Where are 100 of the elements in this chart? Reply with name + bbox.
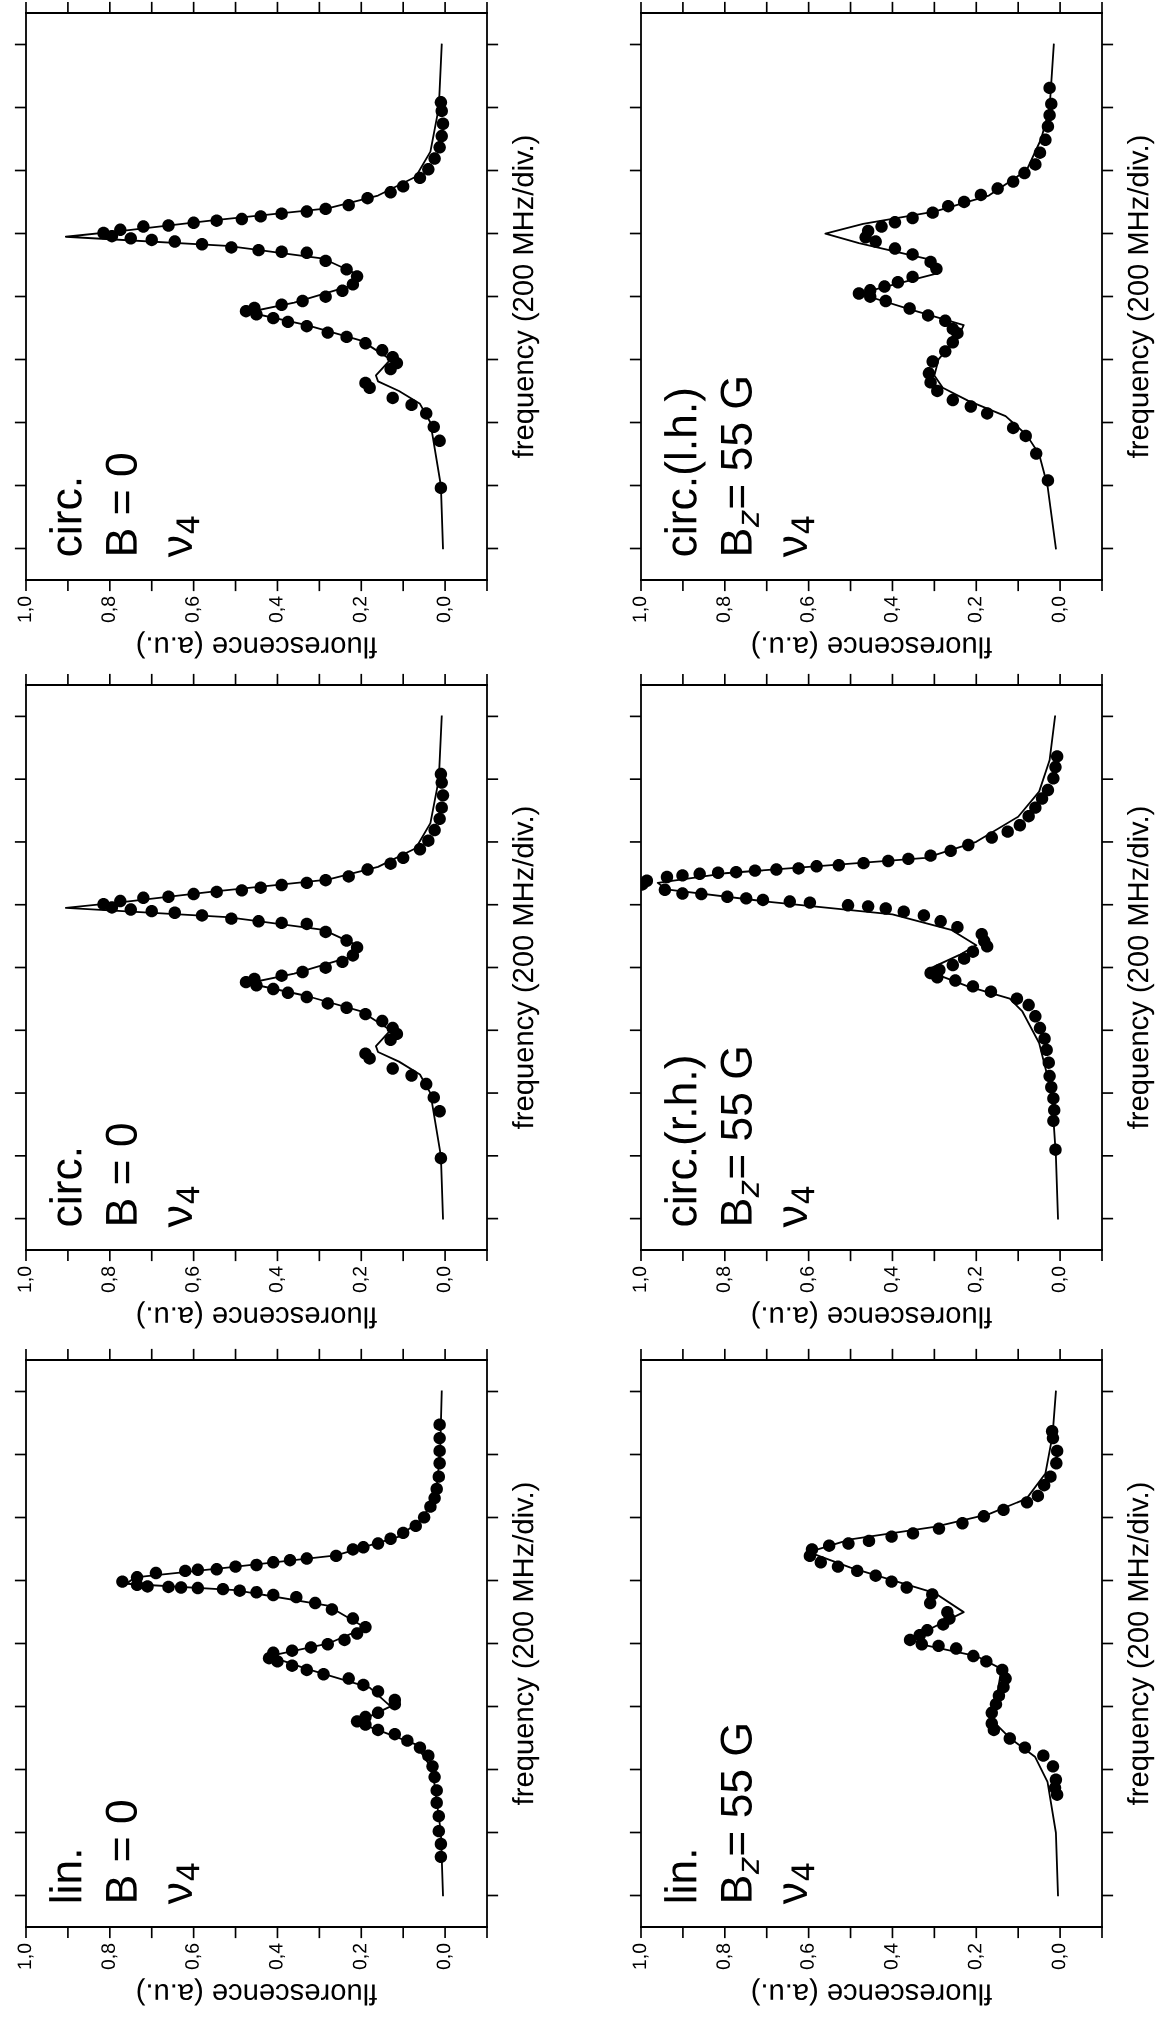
annotation: B = 0	[105, 1124, 138, 1224]
x-tick-label: 0,0	[1051, 1266, 1068, 1293]
x-axis-title: fluorescence (a.u.)	[752, 631, 992, 659]
point	[957, 195, 971, 209]
x-tick-label: 0,0	[1051, 1943, 1068, 1970]
annotation: ν$_{4}$	[168, 1863, 200, 1905]
point	[1045, 97, 1058, 111]
point	[946, 322, 960, 336]
point	[996, 1663, 1009, 1677]
point	[903, 1633, 917, 1647]
point	[1041, 474, 1055, 487]
point	[885, 1575, 898, 1588]
x-tick-label: 0,4	[268, 1266, 285, 1293]
x-tick-label: 0,4	[883, 1943, 900, 1970]
point	[879, 294, 892, 308]
x-tick-label: 0,8	[101, 1266, 118, 1293]
x-tick-label: 0,6	[800, 1266, 817, 1293]
annotation: circ.(l.h.)	[664, 389, 706, 556]
point	[1020, 1496, 1034, 1509]
point	[888, 216, 902, 229]
point	[921, 1624, 934, 1637]
x-tick-label: 1,0	[17, 1943, 34, 1969]
point	[922, 367, 936, 380]
x-tick-label: 1,0	[632, 1266, 649, 1292]
point	[1039, 133, 1052, 147]
annotation: circ.(r.h.)	[664, 1057, 706, 1226]
point	[1043, 108, 1056, 122]
annotation: lin.	[49, 1851, 82, 1902]
x-tick-label: 0,6	[185, 1943, 202, 1970]
x-tick-label: 0,0	[1051, 596, 1068, 623]
point	[888, 242, 902, 255]
x-tick-label: 0,6	[185, 1266, 202, 1293]
point	[967, 1649, 980, 1663]
y-axis-title: frequency (200 MHz/div.)	[1127, 807, 1155, 1129]
point	[875, 220, 888, 233]
x-tick-label: 1,0	[632, 596, 649, 622]
x-axis-title: fluorescence (a.u.)	[137, 1301, 377, 1329]
point	[1050, 1444, 1064, 1458]
annotation: ν$_{4}$	[783, 1863, 815, 1905]
point	[1029, 158, 1042, 171]
x-tick-label: 0,4	[268, 596, 285, 623]
point	[862, 1534, 876, 1548]
annotation: B = 0	[105, 454, 138, 554]
y-axis-title: frequency (200 MHz/div.)	[1127, 1483, 1155, 1805]
point	[831, 1560, 845, 1573]
point	[1037, 1479, 1051, 1492]
point	[1043, 81, 1056, 95]
x-tick-label: 0,8	[716, 1943, 733, 1970]
x-tick-label: 0,4	[883, 1266, 900, 1293]
y-axis-title: frequency (200 MHz/div.)	[512, 807, 540, 1129]
point	[814, 1556, 827, 1569]
point	[949, 1642, 963, 1655]
point	[822, 1539, 836, 1552]
point	[1006, 421, 1020, 435]
point	[964, 400, 978, 413]
x-tick-label: 0,6	[185, 596, 202, 623]
point	[997, 1503, 1010, 1517]
point	[956, 1517, 969, 1530]
point	[1037, 1749, 1050, 1762]
x-axis-title: fluorescence (a.u.)	[137, 631, 377, 659]
point	[939, 345, 952, 358]
point	[932, 1639, 945, 1653]
point	[885, 1530, 898, 1543]
point	[1029, 447, 1043, 460]
point	[1033, 146, 1047, 159]
x-axis-title: fluorescence (a.u.)	[137, 1978, 377, 2006]
x-tick-label: 0,0	[436, 1266, 453, 1293]
point	[926, 355, 939, 368]
point	[906, 248, 919, 261]
point	[1050, 1457, 1063, 1470]
x-tick-label: 0,8	[716, 1266, 733, 1293]
point	[991, 182, 1004, 195]
y-axis-title: frequency (200 MHz/div.)	[512, 136, 540, 458]
point	[869, 1569, 882, 1582]
point	[903, 302, 916, 315]
point	[1045, 1424, 1059, 1438]
point	[932, 1522, 946, 1535]
x-tick-label: 1,0	[632, 1943, 649, 1969]
point	[931, 384, 944, 398]
point	[1003, 1732, 1017, 1745]
point	[851, 1564, 864, 1578]
point	[1049, 1773, 1063, 1786]
point	[941, 1605, 954, 1619]
point	[939, 314, 952, 328]
annotation: circ.	[49, 479, 82, 556]
annotation: ν$_{4}$	[168, 516, 200, 558]
point	[1019, 429, 1032, 443]
x-tick-label: 0,0	[436, 1943, 453, 1970]
x-tick-label: 1,0	[17, 596, 34, 622]
annotation: B = 0	[105, 1801, 138, 1901]
x-axis-title: fluorescence (a.u.)	[752, 1301, 992, 1329]
point	[861, 224, 875, 238]
x-tick-label: 0,6	[800, 596, 817, 623]
point	[906, 1527, 920, 1540]
annotation: ν$_{4}$	[168, 1186, 200, 1228]
y-axis-title: frequency (200 MHz/div.)	[512, 1483, 540, 1805]
annotation: B$_{z}$= 55 G	[720, 378, 759, 554]
point	[980, 407, 994, 420]
x-tick-label: 0,6	[800, 1943, 817, 1970]
x-tick-label: 0,0	[436, 596, 453, 623]
